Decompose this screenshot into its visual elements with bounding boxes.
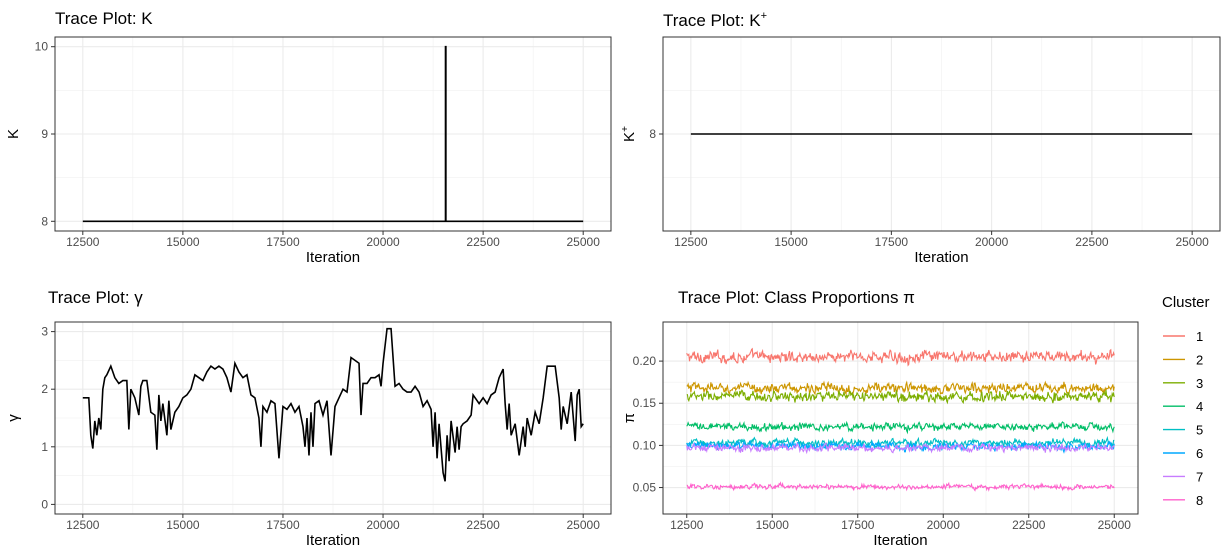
panel-border [54,321,612,515]
x-axis-label: Iteration [914,249,968,266]
x-tick-label: 25000 [567,235,601,249]
series-line-3 [686,389,1115,405]
x-axis-label: Iteration [873,532,927,549]
x-tick-label: 25000 [1098,518,1132,532]
panel-3: 12500 15000 17500 20000 22500 25000 0 1 2 3 Trace … [5,288,612,549]
y-axis-label-superscript: + [620,126,631,132]
y-axis-label-text: K [621,132,638,142]
y-tick-label: 8 [649,127,656,141]
y-axis-label: π [621,413,638,423]
y-tick-label: 10 [35,40,49,54]
y-tick-label: 0 [41,497,48,511]
legend-label-8: 8 [1196,493,1203,508]
series-line-2 [686,380,1115,396]
legend-label-1: 1 [1196,329,1203,344]
x-tick-label: 22500 [1075,235,1109,249]
x-tick-label: 22500 [466,518,500,532]
chart-title: Trace Plot: K+ [663,10,767,30]
x-tick-label: 25000 [1175,235,1209,249]
panel-2: 12500 15000 17500 20000 22500 25000 8 Trace Plo… [620,10,1221,266]
x-tick-label: 12500 [674,235,708,249]
chart-title: Trace Plot: γ [48,288,143,307]
y-axis-label-text: γ [5,414,22,422]
y-tick-label: 0.05 [633,481,657,495]
y-axis-label-text: K [5,129,22,139]
series-line-7 [686,442,1115,455]
chart-title: Trace Plot: Class Proportions π [678,288,915,307]
panel-4: 12500 15000 17500 20000 22500 25000 0.05 0.10 0.… [621,288,1210,549]
legend-label-2: 2 [1196,352,1203,367]
y-tick-label: 0.10 [633,438,657,452]
legend-label-3: 3 [1196,376,1203,391]
x-tick-label: 20000 [366,235,400,249]
x-tick-label: 12500 [66,518,100,532]
chart-title-text: Trace Plot: K [55,9,153,28]
x-tick-label: 22500 [1012,518,1046,532]
chart-title-text: Trace Plot: γ [48,288,143,307]
legend-title: Cluster [1162,294,1210,311]
x-tick-label: 12500 [670,518,704,532]
y-axis-label: γ [5,414,22,422]
legend-label-4: 4 [1196,399,1203,414]
y-axis-label: K [5,129,22,139]
x-axis-label: Iteration [306,249,360,266]
series-line-5 [686,435,1115,450]
y-tick-label: 0.20 [633,354,657,368]
x-tick-label: 20000 [366,518,400,532]
y-axis-label-text: π [621,413,638,423]
legend: Cluster 1 2 3 4 5 6 7 8 [1162,294,1210,508]
chart-title-superscript: + [761,10,767,22]
x-tick-label: 17500 [266,235,300,249]
y-tick-label: 0.15 [633,396,657,410]
x-tick-label: 15000 [166,518,200,532]
chart-title-text: Trace Plot: K [663,11,761,30]
chart-title: Trace Plot: K [55,9,153,28]
x-tick-label: 15000 [774,235,808,249]
chart-title-text: Trace Plot: Class Proportions π [678,288,915,307]
x-tick-label: 17500 [266,518,300,532]
y-tick-label: 9 [41,127,48,141]
series-line-1 [82,327,584,482]
series-line-1 [686,347,1115,367]
series-line-1 [82,45,584,223]
legend-label-5: 5 [1196,423,1203,438]
x-tick-label: 15000 [166,235,200,249]
y-tick-label: 2 [41,382,48,396]
series-line-4 [686,420,1115,435]
panel-1: 12500 15000 17500 20000 22500 25000 8 9 10 Trace … [5,9,612,266]
panel-border [662,321,1139,515]
y-tick-label: 8 [41,214,48,228]
x-tick-label: 20000 [975,235,1009,249]
x-axis-label: Iteration [306,532,360,549]
x-tick-label: 17500 [841,518,875,532]
x-tick-label: 12500 [66,235,100,249]
x-tick-label: 20000 [927,518,961,532]
series-line-8 [686,481,1115,492]
x-tick-label: 17500 [875,235,909,249]
legend-label-7: 7 [1196,469,1203,484]
y-axis-label: K+ [620,126,638,142]
y-tick-label: 3 [41,325,48,339]
x-tick-label: 25000 [567,518,601,532]
y-tick-label: 1 [41,440,48,454]
x-tick-label: 22500 [466,235,500,249]
legend-label-6: 6 [1196,446,1203,461]
x-tick-label: 15000 [756,518,790,532]
